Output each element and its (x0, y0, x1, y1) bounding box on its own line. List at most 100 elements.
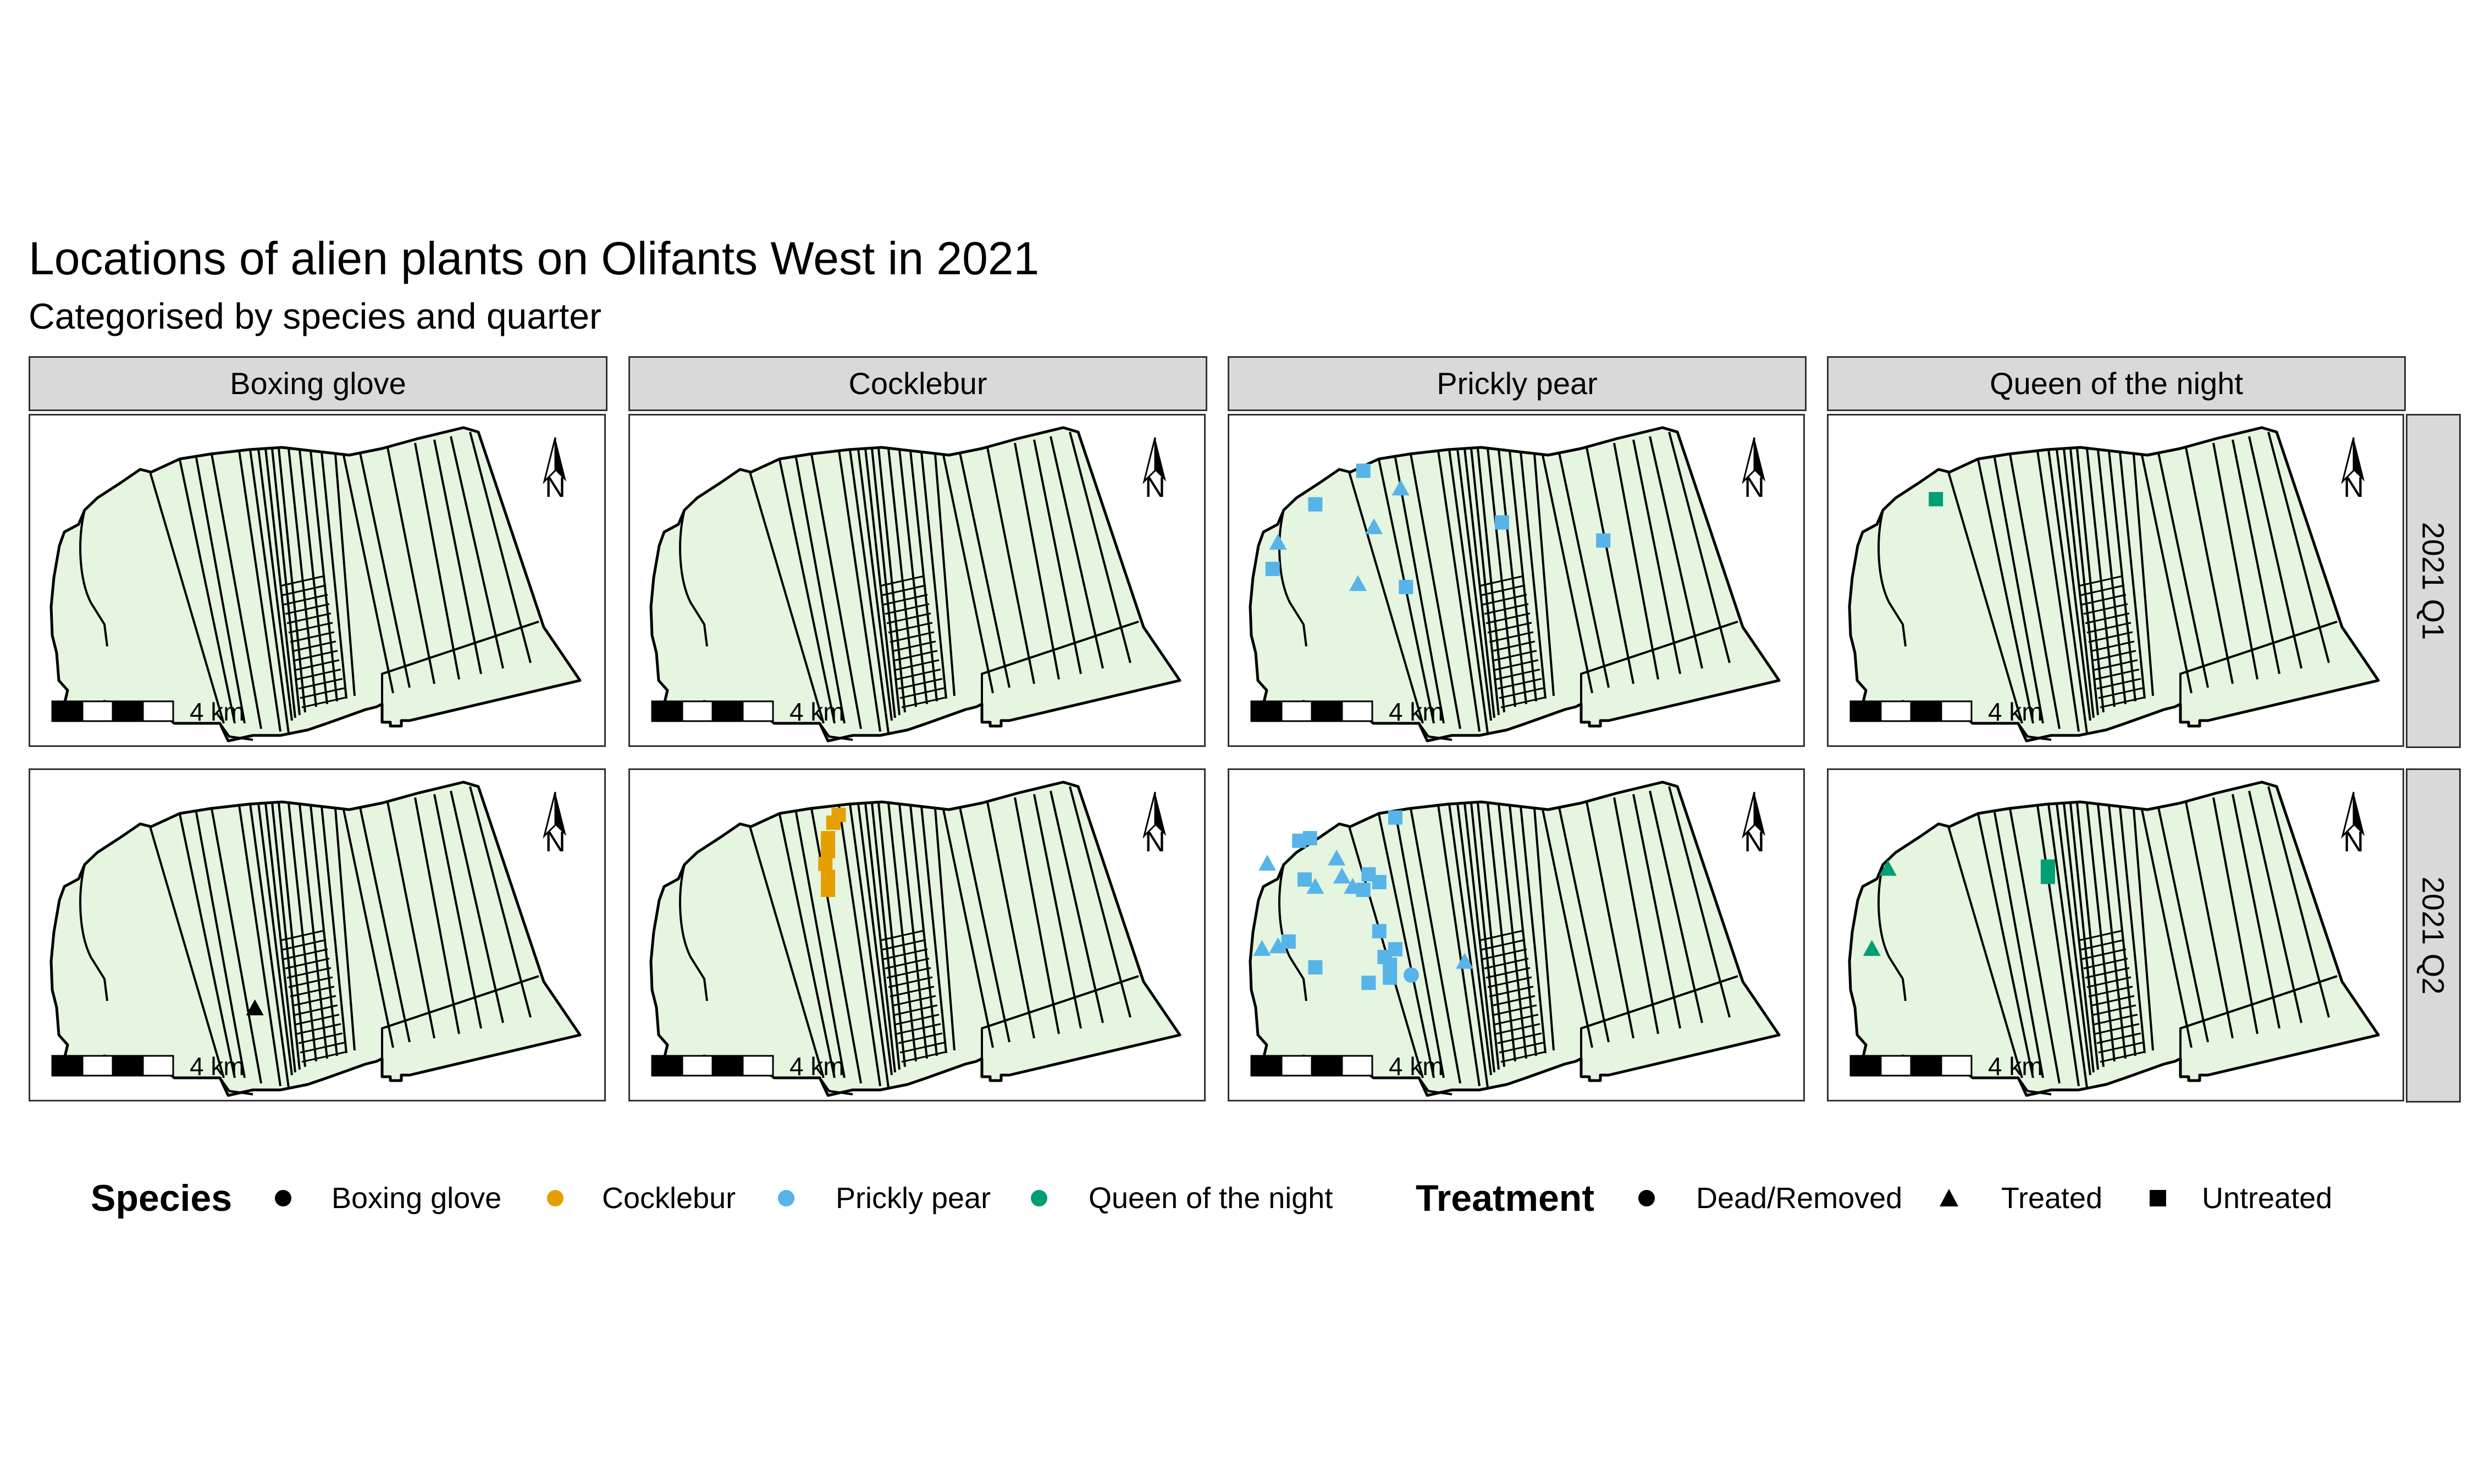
farm-boundary-line (291, 995, 336, 1007)
farm-boundary-line (290, 631, 335, 643)
farm-boundary-line (2133, 808, 2154, 1051)
farm-boundary-line (1533, 453, 1555, 696)
farm-boundary-line (1014, 797, 1060, 1034)
farm-boundary-line (301, 696, 346, 708)
farm-boundary-line (1877, 510, 1907, 647)
farm-boundary-line (1558, 807, 1610, 1043)
farm-boundary-line (1418, 722, 1453, 741)
farm-boundary-line (883, 594, 928, 606)
farm-boundary-line (899, 687, 945, 699)
plant-locations (1929, 492, 1943, 507)
plant-location-point (826, 815, 841, 830)
farm-boundary-line (1484, 957, 1529, 970)
plant-location-point (1404, 967, 1419, 983)
farm-boundary-line (271, 448, 301, 716)
north-arrow-icon: N (543, 437, 566, 503)
farm-boundary-line (942, 455, 994, 694)
facet-strip-2021-q1-label: 2021 Q1 (2416, 522, 2451, 640)
legend-label-untreated: Untreated (2202, 1182, 2333, 1215)
farm-boundary-line (1470, 448, 1500, 716)
farm-boundaries (79, 431, 539, 741)
farm-boundary-line (1533, 808, 1555, 1051)
scale-bar (51, 700, 174, 722)
farm-boundary-line (778, 813, 836, 1078)
farm-boundary-line (2100, 1051, 2145, 1063)
farm-boundary-line (288, 622, 333, 634)
farm-boundary-line (283, 594, 328, 606)
farm-boundary-line (1470, 802, 1500, 1070)
farm-boundary-line (2157, 807, 2209, 1043)
farm-boundary-line (359, 452, 411, 688)
farm-boundary-line (1586, 801, 1634, 1039)
farm-boundary-line (195, 457, 246, 724)
farm-boundary-line (981, 975, 1139, 1059)
farm-boundary-line (2179, 975, 2338, 1059)
farm-boundary-line (2085, 612, 2130, 624)
farm-boundary-line (901, 696, 946, 708)
north-arrow-label: N (1145, 472, 1166, 503)
farm-boundary-line (179, 459, 236, 724)
farm-boundary-line (1479, 929, 1524, 942)
facet-strip-prickly-pear: Prickly pear (1228, 356, 1807, 411)
farm-boundary-line (986, 447, 1035, 684)
farm-boundary-line (1520, 451, 1547, 699)
map-panel: N 4 km (1827, 768, 2404, 1101)
farm-boundary-line (1497, 1032, 1542, 1044)
farm-boundary-line (2056, 803, 2091, 1076)
farm-boundary-line (2096, 1032, 2141, 1044)
farm-boundary-line (285, 603, 330, 615)
farm-boundary-line (2017, 1077, 2052, 1095)
plant-location-point (1328, 849, 1346, 866)
farm-boundary-line (898, 1032, 943, 1044)
olifants-west-map: N (1848, 426, 2380, 743)
plant-location-point (1596, 533, 1611, 548)
facet-strip-cocklebur: Cocklebur (628, 356, 1207, 411)
farm-boundary-line (888, 622, 933, 634)
farm-boundary-line (195, 812, 246, 1078)
plant-location-point (1308, 960, 1323, 974)
farm-boundary-line (2069, 802, 2099, 1070)
plant-location-point (1258, 855, 1277, 871)
farm-boundary-line (283, 948, 328, 960)
farm-boundary-line (920, 451, 947, 699)
legend-key-cocklebur (547, 1190, 564, 1206)
farm-boundary-line (2088, 631, 2133, 643)
farm-boundary-line (885, 957, 930, 970)
plant-location-point (821, 844, 836, 859)
legend-label-prickly-pear: Prickly pear (836, 1182, 991, 1215)
north-arrow-label: N (2343, 826, 2364, 858)
plot-subtitle: Categorised by species and quarter (29, 296, 601, 336)
farm-boundary-line (894, 659, 940, 671)
farm-boundary-line (1542, 455, 1593, 694)
north-arrow-icon: N (2341, 437, 2365, 503)
plant-location-point (1302, 831, 1317, 845)
farm-boundary-line (211, 453, 262, 729)
farm-boundary-line (898, 678, 943, 690)
farm-boundary-line (934, 808, 956, 1051)
olifants-west-map: N (1249, 780, 1781, 1097)
plant-location-point (1306, 878, 1324, 894)
plant-location-point (1281, 934, 1296, 949)
farm-boundary-line (299, 804, 328, 1059)
farm-boundaries (679, 786, 1139, 1095)
farm-boundary-line (891, 995, 936, 1007)
scale-bar (1250, 1055, 1373, 1077)
farm-boundary-line (386, 801, 435, 1039)
plant-locations (1863, 859, 2055, 956)
north-arrow-icon: N (543, 791, 566, 858)
farm-boundary-line (238, 805, 281, 1087)
farm-boundary-line (1497, 678, 1542, 690)
farm-boundary-line (280, 575, 325, 587)
farm-boundary-line (881, 584, 926, 596)
plant-location-point (1929, 492, 1943, 507)
farm-boundary-line (886, 967, 931, 979)
farm-boundary-line (469, 786, 532, 1018)
facet-strip-boxing-glove: Boxing glove (29, 356, 608, 411)
scale-bar-label: 4 km (1389, 1052, 1444, 1081)
north-arrow-label: N (2343, 472, 2364, 503)
farm-boundary-line (219, 722, 253, 741)
farm-boundary-line (2185, 447, 2234, 684)
farm-boundary-line (891, 640, 936, 652)
farm-boundary-line (2141, 809, 2193, 1048)
scale-bar-label: 4 km (1988, 697, 2043, 726)
